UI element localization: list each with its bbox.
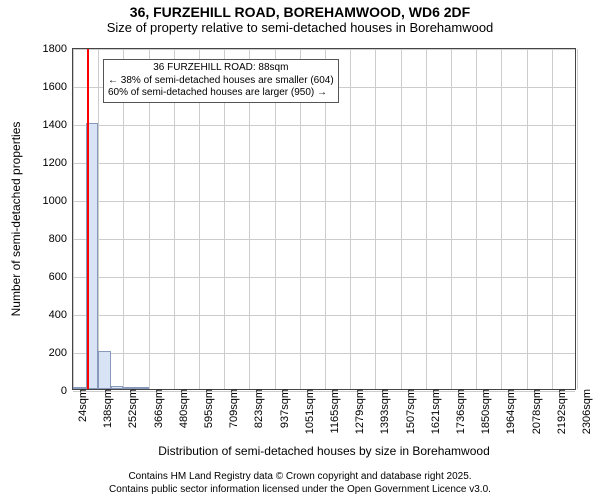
y-tick-label: 200 — [49, 347, 73, 359]
subject-marker-line — [87, 49, 89, 389]
x-tick-label: 595sqm — [199, 389, 215, 428]
plot-region: 02004006008001000120014001600180024sqm13… — [72, 48, 576, 390]
x-tick-label: 937sqm — [275, 389, 291, 428]
annotation-line: ← 38% of semi-detached houses are smalle… — [108, 75, 334, 88]
x-gridline — [552, 49, 553, 389]
x-gridline — [426, 49, 427, 389]
x-tick-label: 252sqm — [123, 389, 139, 428]
title-line-2: Size of property relative to semi-detach… — [0, 20, 600, 35]
x-tick-label: 480sqm — [174, 389, 190, 428]
y-axis-label: Number of semi-detached properties — [9, 122, 23, 317]
y-tick-label: 600 — [49, 271, 73, 283]
y-tick-label: 1000 — [43, 195, 73, 207]
x-tick-label: 1279sqm — [350, 389, 366, 434]
x-gridline — [501, 49, 502, 389]
x-tick-label: 1393sqm — [375, 389, 391, 434]
footer-line-2: Contains public sector information licen… — [0, 483, 600, 496]
annotation-line: 60% of semi-detached houses are larger (… — [108, 87, 334, 100]
x-tick-label: 24sqm — [73, 389, 89, 422]
y-tick-label: 1800 — [43, 43, 73, 55]
x-tick-label: 1507sqm — [401, 389, 417, 434]
x-gridline — [375, 49, 376, 389]
histogram-bar — [98, 351, 111, 389]
x-gridline — [73, 49, 74, 389]
x-tick-label: 823sqm — [249, 389, 265, 428]
annotation-box: 36 FURZEHILL ROAD: 88sqm← 38% of semi-de… — [103, 59, 339, 103]
x-tick-label: 1051sqm — [300, 389, 316, 434]
histogram-bar — [73, 387, 86, 389]
y-tick-label: 0 — [61, 385, 73, 397]
x-tick-label: 138sqm — [98, 389, 114, 428]
annotation-line: 36 FURZEHILL ROAD: 88sqm — [108, 62, 334, 75]
y-tick-label: 1600 — [43, 81, 73, 93]
y-tick-label: 1200 — [43, 157, 73, 169]
x-gridline — [451, 49, 452, 389]
histogram-bar — [111, 386, 124, 389]
x-gridline — [401, 49, 402, 389]
chart-area: 02004006008001000120014001600180024sqm13… — [72, 48, 576, 390]
x-tick-label: 709sqm — [224, 389, 240, 428]
x-tick-label: 1736sqm — [451, 389, 467, 434]
x-tick-label: 1621sqm — [426, 389, 442, 434]
x-tick-label: 366sqm — [149, 389, 165, 428]
histogram-bar — [136, 387, 149, 389]
y-tick-label: 800 — [49, 233, 73, 245]
x-tick-label: 2078sqm — [527, 389, 543, 434]
x-tick-label: 2306sqm — [577, 389, 593, 434]
x-gridline — [527, 49, 528, 389]
x-gridline — [98, 49, 99, 389]
x-tick-label: 1165sqm — [325, 389, 341, 433]
x-axis-label: Distribution of semi-detached houses by … — [72, 444, 576, 458]
y-tick-label: 1400 — [43, 119, 73, 131]
x-tick-label: 1964sqm — [501, 389, 517, 434]
chart-titles: 36, FURZEHILL ROAD, BOREHAMWOOD, WD6 2DF… — [0, 4, 600, 35]
y-tick-label: 400 — [49, 309, 73, 321]
histogram-bar — [123, 387, 136, 389]
x-tick-label: 2192sqm — [552, 389, 568, 434]
x-tick-label: 1850sqm — [476, 389, 492, 434]
x-gridline — [577, 49, 578, 389]
footer: Contains HM Land Registry data © Crown c… — [0, 470, 600, 496]
x-gridline — [350, 49, 351, 389]
title-line-1: 36, FURZEHILL ROAD, BOREHAMWOOD, WD6 2DF — [0, 4, 600, 20]
footer-line-1: Contains HM Land Registry data © Crown c… — [0, 470, 600, 483]
x-gridline — [476, 49, 477, 389]
